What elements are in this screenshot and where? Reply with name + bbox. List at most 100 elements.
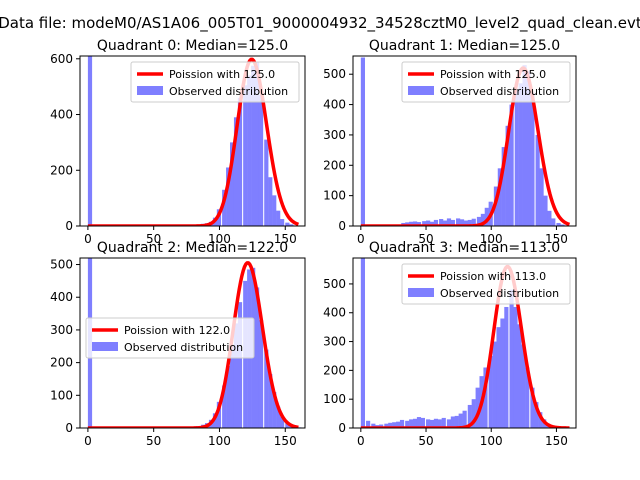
histogram-bar [450,219,455,226]
x-tick-label: 50 [418,434,433,448]
y-tick-label: 400 [50,290,73,304]
histogram-bar [517,324,522,428]
histogram-bar [458,413,463,428]
histogram-bar [488,355,493,428]
histogram-bar [222,385,227,428]
histogram-bar [467,219,472,226]
histogram-bar [272,392,277,428]
y-tick-label: 400 [323,306,346,320]
axes-frame [352,55,577,227]
legend-label-fit: Poission with 113.0 [440,270,546,283]
histogram-bar [405,420,410,428]
legend-label-hist: Observed distribution [440,85,559,98]
histogram-bar [556,222,561,226]
histogram-bar [433,219,439,226]
histogram-bar [459,219,465,226]
histogram-bar [509,104,514,226]
x-tick-label: 100 [480,434,503,448]
x-tick-label: 150 [545,232,568,246]
chart-panel-1: Quadrant 1: Median=125.0 0 50 100 150 0 100 200… [323,38,577,246]
histogram-bar [233,323,239,428]
histogram-bar [483,367,488,428]
x-tick-label: 0 [84,434,92,448]
histogram-bar [360,258,365,428]
y-tick-label: 300 [50,323,73,337]
x-tick-label: 0 [357,232,365,246]
legend: Poission with 113.0 Observed distribution [401,263,571,305]
histogram-bar [366,420,371,428]
chart-title: Quadrant 2: Median=122.0 [97,240,288,256]
histogram-bar [426,419,431,428]
histogram-bar [437,419,442,428]
legend-box [401,61,571,103]
y-tick-label: 100 [323,189,346,203]
legend-label-hist: Observed distribution [124,341,243,354]
histogram-bar [501,147,506,226]
chart-title: Quadrant 0: Median=125.0 [97,38,288,54]
y-tick-label: 500 [50,258,73,272]
chart-title: Quadrant 3: Median=113.0 [369,240,560,256]
histogram-bar [409,221,414,226]
y-tick-label: 0 [65,421,73,435]
x-tick-label: 100 [480,232,503,246]
histogram-bar [446,419,452,428]
histogram-bar [360,57,365,226]
plot-area [360,258,570,428]
y-tick-label: 100 [50,388,73,402]
chart-title: Quadrant 1: Median=125.0 [369,38,560,54]
histogram-bar [518,83,523,226]
y-tick-label: 200 [323,363,346,377]
legend-label-hist: Observed distribution [169,85,288,98]
histogram-bar [230,344,235,428]
histogram-bar [471,399,476,428]
histogram-bar [467,404,472,428]
histogram-bar [216,401,222,428]
y-tick-label: 300 [323,128,346,142]
y-tick-label: 100 [323,392,346,406]
legend-bar-swatch [92,342,118,351]
histogram-bar [496,327,501,428]
histogram-bar [276,406,281,428]
histogram-bar [450,416,455,428]
histogram-bar [412,221,418,226]
histogram-bar [255,287,260,428]
histogram-bar [442,220,448,226]
legend-box [130,61,300,103]
histogram-bar [237,302,243,428]
histogram-bar [476,216,482,226]
y-tick-label: 0 [338,421,346,435]
histogram-bar [416,417,422,428]
legend-bar-swatch [408,86,434,95]
legend-box [401,263,571,305]
histogram-bar [412,418,418,428]
histogram-bar [429,419,435,428]
histogram-bar [471,218,476,226]
x-tick-label: 0 [357,434,365,448]
histogram-bar [534,402,539,428]
y-tick-label: 300 [323,335,346,349]
histogram-bar [276,210,281,226]
histogram-bar [233,117,239,226]
histogram-bar [268,177,273,226]
histogram-bar [480,213,485,226]
x-tick-label: 100 [208,434,231,448]
legend-label-fit: Poission with 125.0 [440,68,546,81]
histogram-bar [526,71,531,226]
y-tick-label: 0 [338,219,346,233]
histogram-bar [280,219,285,226]
histogram-bar [530,92,535,226]
histogram-bar [226,167,231,226]
histogram-bar [280,416,285,428]
legend: Poission with 125.0 Observed distribution [401,61,571,103]
histogram-bar [514,89,519,226]
histogram-bar [285,422,290,428]
y-tick-label: 500 [323,277,346,291]
histogram-bar [475,387,480,428]
y-tick-label: 200 [323,158,346,172]
histogram-bar [551,218,556,226]
histogram-bar [547,210,552,226]
histogram-bar [543,195,548,226]
histogram-bar [422,221,427,226]
histogram-bar [535,134,540,226]
